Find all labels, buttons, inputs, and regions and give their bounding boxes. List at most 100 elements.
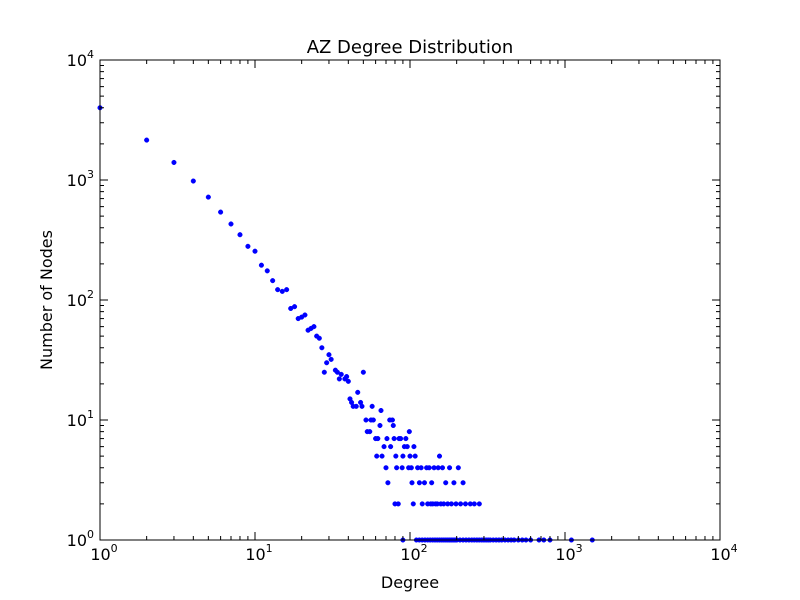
data-point [338,371,344,377]
y-tick-label: 101 [67,408,94,430]
data-point [435,465,441,471]
data-point [144,137,150,143]
data-point [411,444,417,450]
data-point [394,465,400,471]
data-point [316,335,322,341]
data-point [412,453,418,459]
data-point [252,248,258,254]
data-point [369,403,375,409]
data-point [471,501,477,507]
data-point [363,417,369,423]
data-point [367,429,373,435]
data-point [439,465,446,471]
data-point [391,436,397,442]
data-point [384,436,390,442]
y-tick-label: 100 [67,528,94,550]
data-point [462,501,469,507]
data-point [375,436,381,442]
y-axis-label: Number of Nodes [37,230,56,370]
data-point [370,417,376,423]
data-point [355,389,361,395]
data-point [453,501,459,507]
data-point [409,480,415,486]
y-tick-label: 104 [67,48,94,70]
x-tick-label: 101 [245,542,272,564]
x-tick-label: 102 [400,542,427,564]
data-point [393,453,399,459]
data-point [408,465,414,471]
data-point [205,194,211,200]
data-point [404,444,410,450]
data-point [328,356,334,362]
data-point [418,465,424,471]
data-point [436,453,443,459]
data-point [388,444,394,450]
x-axis-label: Degree [381,573,439,592]
data-point [270,278,276,284]
data-point [460,480,466,486]
data-point [455,465,461,471]
data-point [385,480,391,486]
data-point [245,243,251,249]
data-point [395,501,401,507]
data-point [443,480,449,486]
data-point [377,422,383,429]
data-point [324,360,330,366]
data-point [410,501,416,507]
data-point [258,262,264,268]
data-point [403,436,409,442]
data-point [458,501,464,507]
data-point [218,209,224,215]
data-point [378,407,384,414]
x-tick-label: 104 [710,542,737,564]
data-point [383,465,389,471]
data-point [476,501,482,507]
data-point [336,376,342,382]
data-point [447,465,453,471]
data-point [416,480,422,486]
data-point [319,345,325,351]
data-point [400,453,406,459]
data-point [292,304,298,310]
data-point [345,378,351,384]
data-point [237,232,243,238]
data-point [398,436,404,442]
data-point [407,453,413,459]
data-point [389,417,395,423]
data-point [390,422,396,429]
y-tick-label: 102 [67,288,94,310]
data-point [171,159,177,166]
data-point [406,429,412,435]
data-point [326,352,332,358]
chart-title: AZ Degree Distribution [307,37,514,58]
data-point [419,501,425,507]
data-point [279,288,285,294]
data-point [448,501,454,507]
data-point [426,465,432,471]
data-point [421,480,428,486]
y-tick-label: 103 [67,168,94,190]
data-point [353,403,359,409]
data-point [451,480,457,486]
data-point [321,369,327,375]
data-point [190,178,196,184]
plot-frame [99,59,721,541]
data-point [284,287,290,293]
data-point [264,268,270,274]
data-point [379,453,385,459]
x-tick-label: 100 [90,542,117,564]
data-point [399,465,405,471]
data-point [374,453,380,459]
data-point [302,312,308,318]
data-point [359,403,365,409]
data-point [344,374,350,380]
data-point [311,324,317,330]
data-point [381,444,387,450]
data-point [275,287,281,293]
data-point [360,369,366,375]
data-point [228,221,234,227]
axis-ticks: 100 101 102 103 104 100 101 102 103 104 [67,48,738,564]
